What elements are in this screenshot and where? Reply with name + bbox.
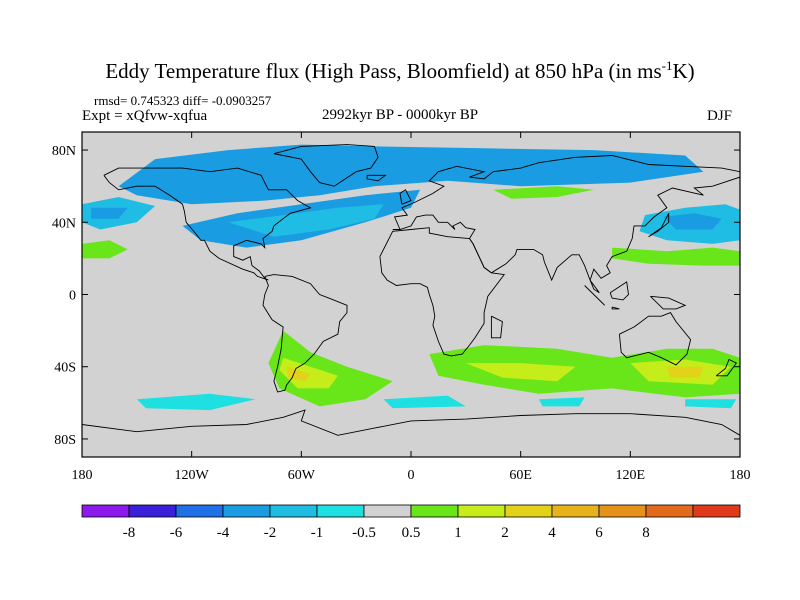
coastline-2 (262, 274, 348, 393)
coastline-8 (490, 315, 503, 339)
colorbar-label: 8 (642, 525, 650, 541)
colorbar-box (457, 504, 506, 518)
plot-title-superscript: -1 (661, 58, 673, 73)
colorbar-label: -8 (123, 525, 136, 541)
contour-region-2 (228, 204, 384, 237)
coastline-1 (273, 144, 379, 187)
colorbar-label: -0.5 (352, 525, 376, 541)
colorbar-label: 2 (501, 525, 509, 541)
experiment-label: Expt = xQfvw-xqfua (82, 108, 208, 124)
colorbar-label: -4 (217, 525, 230, 541)
x-tick-label: 120E (616, 468, 646, 483)
x-tick-label: 120W (175, 468, 210, 483)
season-label: DJF (707, 108, 733, 124)
contour-region-14 (465, 363, 576, 382)
coastline-15 (366, 174, 387, 182)
coastline-9 (648, 213, 670, 238)
contour-region-17 (136, 393, 256, 411)
colorbar-box (504, 504, 553, 518)
period-label: 2992kyr BP - 0000kyr BP (322, 107, 479, 123)
y-tick-label: 40N (52, 216, 76, 231)
coastline-7 (399, 189, 412, 205)
coastline-14 (715, 358, 737, 377)
contour-region-9 (493, 186, 594, 199)
coastline-5 (618, 312, 692, 366)
contour-region-18 (383, 395, 466, 409)
y-tick-label: 80S (54, 433, 76, 448)
colorbar-label: 6 (595, 525, 603, 541)
colorbar-box (269, 504, 318, 518)
contour-region-7 (82, 240, 128, 259)
colorbar-label: 1 (454, 525, 462, 541)
colorbar-box (645, 504, 694, 518)
stats-label: rmsd= 0.745323 diff= -0.0903257 (94, 93, 272, 108)
y-tick-label: 0 (69, 289, 76, 304)
colorbar-box (81, 504, 130, 518)
x-tick-label: 180 (72, 468, 93, 483)
coastline-6 (82, 409, 740, 436)
colorbar-box (692, 504, 741, 518)
colorbar-label: -1 (311, 525, 324, 541)
contour-region-11 (279, 357, 338, 389)
colorbar-label: -6 (170, 525, 183, 541)
coastline-3 (392, 155, 740, 294)
plot-title-tail: K) (672, 59, 695, 83)
x-tick-label: 0 (408, 468, 415, 483)
colorbar-box (222, 504, 271, 518)
colorbar-box (551, 504, 600, 518)
plot-title-main: Eddy Temperature flux (High Pass, Bloomf… (105, 59, 662, 83)
contour-region-20 (685, 399, 737, 409)
x-tick-label: 60W (288, 468, 316, 483)
contour-region-4 (91, 207, 128, 219)
coastline-0 (103, 167, 312, 281)
colorbar-box (363, 504, 412, 518)
colorbar-box (316, 504, 365, 518)
plot-title: Eddy Temperature flux (High Pass, Bloomf… (0, 58, 800, 84)
contour-region-16 (666, 366, 704, 378)
y-tick-label: 40S (54, 361, 76, 376)
y-tick-label: 80N (52, 144, 76, 159)
coastline-4 (379, 227, 506, 357)
contour-region-19 (538, 397, 585, 407)
colorbar-label: 0.5 (402, 525, 421, 541)
colorbar-box (128, 504, 177, 518)
colorbar-box (175, 504, 224, 518)
x-tick-label: 180 (730, 468, 751, 483)
colorbar-label: 4 (548, 525, 556, 541)
colorbar-box (410, 504, 459, 518)
coastline-13 (650, 295, 687, 310)
colorbar-label: -2 (264, 525, 277, 541)
x-tick-label: 60E (509, 468, 532, 483)
contour-region-6 (663, 213, 722, 230)
contour-region-0 (118, 144, 704, 205)
coastline-10 (584, 285, 606, 306)
contour-region-8 (612, 247, 740, 266)
colorbar-box (598, 504, 647, 518)
coastline-11 (611, 306, 620, 310)
coastline-12 (609, 281, 629, 301)
